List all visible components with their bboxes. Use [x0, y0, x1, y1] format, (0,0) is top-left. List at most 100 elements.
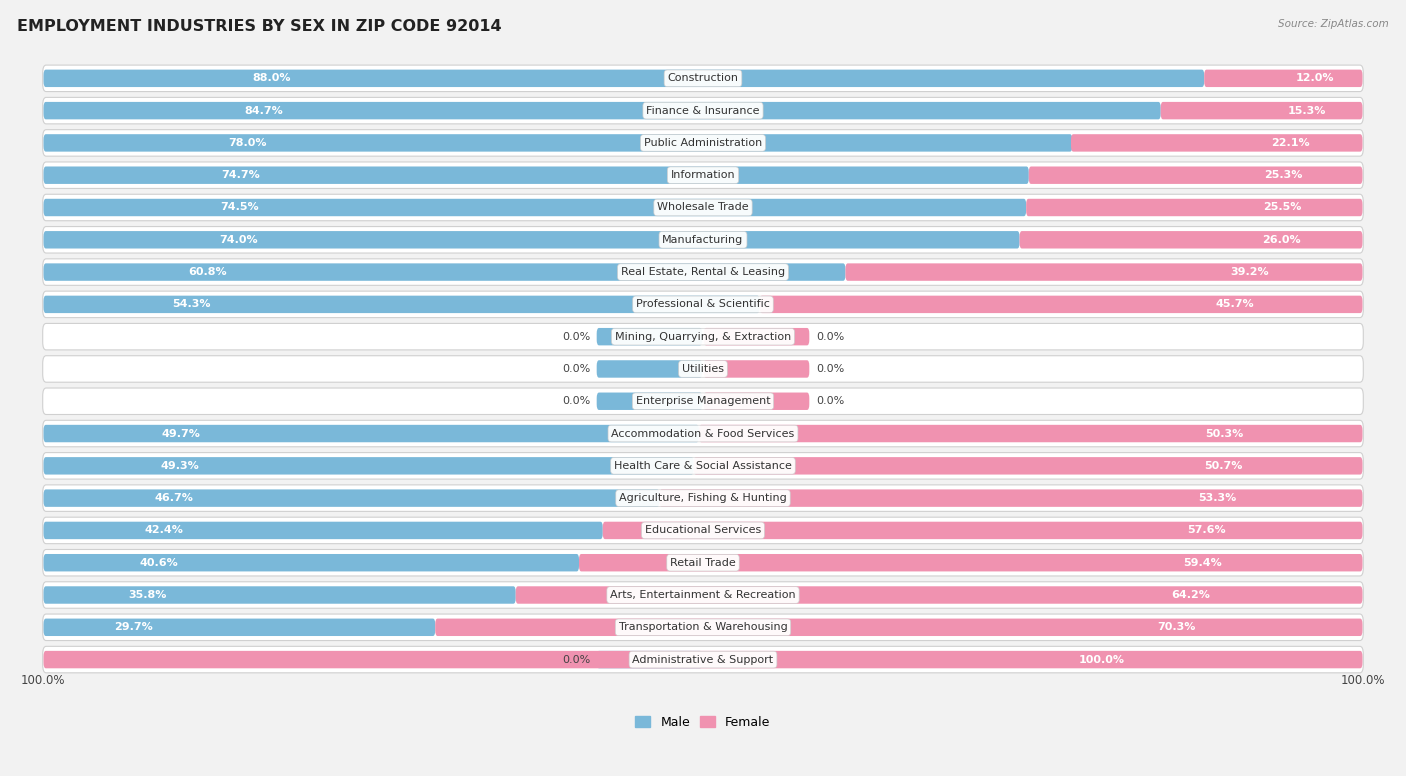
FancyBboxPatch shape	[603, 521, 1362, 539]
FancyBboxPatch shape	[1029, 167, 1362, 184]
FancyBboxPatch shape	[44, 587, 516, 604]
Text: 0.0%: 0.0%	[562, 331, 591, 341]
Text: 74.5%: 74.5%	[221, 203, 259, 213]
Text: Professional & Scientific: Professional & Scientific	[636, 300, 770, 310]
FancyBboxPatch shape	[44, 651, 1362, 668]
FancyBboxPatch shape	[42, 194, 1364, 220]
Text: 59.4%: 59.4%	[1182, 558, 1222, 568]
FancyBboxPatch shape	[596, 651, 702, 668]
Text: 88.0%: 88.0%	[253, 73, 291, 83]
Text: 49.3%: 49.3%	[160, 461, 200, 471]
Text: Arts, Entertainment & Recreation: Arts, Entertainment & Recreation	[610, 590, 796, 600]
FancyBboxPatch shape	[42, 259, 1364, 286]
FancyBboxPatch shape	[1071, 134, 1362, 151]
Text: 45.7%: 45.7%	[1215, 300, 1254, 310]
FancyBboxPatch shape	[42, 485, 1364, 511]
Text: Manufacturing: Manufacturing	[662, 235, 744, 244]
Text: 39.2%: 39.2%	[1230, 267, 1270, 277]
Text: 74.0%: 74.0%	[219, 235, 257, 244]
Text: Agriculture, Fishing & Hunting: Agriculture, Fishing & Hunting	[619, 493, 787, 503]
FancyBboxPatch shape	[42, 324, 1364, 350]
Text: 15.3%: 15.3%	[1288, 106, 1326, 116]
FancyBboxPatch shape	[44, 134, 1073, 151]
FancyBboxPatch shape	[42, 130, 1364, 156]
FancyBboxPatch shape	[436, 618, 1362, 636]
FancyBboxPatch shape	[516, 587, 1362, 604]
FancyBboxPatch shape	[704, 393, 810, 410]
Text: 25.5%: 25.5%	[1264, 203, 1302, 213]
Text: 35.8%: 35.8%	[128, 590, 167, 600]
Text: 60.8%: 60.8%	[188, 267, 226, 277]
Text: 78.0%: 78.0%	[229, 138, 267, 148]
FancyBboxPatch shape	[44, 167, 1029, 184]
Text: Real Estate, Rental & Leasing: Real Estate, Rental & Leasing	[621, 267, 785, 277]
FancyBboxPatch shape	[1204, 70, 1362, 87]
Text: 84.7%: 84.7%	[245, 106, 284, 116]
Text: Enterprise Management: Enterprise Management	[636, 397, 770, 407]
Text: 57.6%: 57.6%	[1187, 525, 1226, 535]
FancyBboxPatch shape	[1161, 102, 1362, 120]
Text: 70.3%: 70.3%	[1157, 622, 1195, 632]
FancyBboxPatch shape	[845, 263, 1362, 281]
Text: Construction: Construction	[668, 73, 738, 83]
Text: 40.6%: 40.6%	[139, 558, 179, 568]
Text: 12.0%: 12.0%	[1295, 73, 1334, 83]
Text: 0.0%: 0.0%	[562, 655, 591, 664]
FancyBboxPatch shape	[42, 355, 1364, 383]
Text: 22.1%: 22.1%	[1271, 138, 1310, 148]
Text: Retail Trade: Retail Trade	[671, 558, 735, 568]
Text: 50.7%: 50.7%	[1204, 461, 1241, 471]
FancyBboxPatch shape	[596, 328, 702, 345]
FancyBboxPatch shape	[759, 296, 1362, 313]
FancyBboxPatch shape	[44, 554, 579, 571]
Legend: Male, Female: Male, Female	[630, 711, 776, 733]
FancyBboxPatch shape	[42, 614, 1364, 640]
FancyBboxPatch shape	[596, 393, 702, 410]
Text: 54.3%: 54.3%	[173, 300, 211, 310]
Text: 50.3%: 50.3%	[1205, 428, 1243, 438]
Text: Source: ZipAtlas.com: Source: ZipAtlas.com	[1278, 19, 1389, 29]
Text: 49.7%: 49.7%	[162, 428, 201, 438]
Text: 25.3%: 25.3%	[1264, 170, 1302, 180]
Text: Administrative & Support: Administrative & Support	[633, 655, 773, 664]
Text: 64.2%: 64.2%	[1171, 590, 1211, 600]
FancyBboxPatch shape	[42, 421, 1364, 447]
Text: 0.0%: 0.0%	[562, 397, 591, 407]
FancyBboxPatch shape	[42, 227, 1364, 253]
FancyBboxPatch shape	[42, 97, 1364, 124]
FancyBboxPatch shape	[1019, 231, 1362, 248]
Text: EMPLOYMENT INDUSTRIES BY SEX IN ZIP CODE 92014: EMPLOYMENT INDUSTRIES BY SEX IN ZIP CODE…	[17, 19, 502, 34]
FancyBboxPatch shape	[42, 291, 1364, 317]
Text: Educational Services: Educational Services	[645, 525, 761, 535]
FancyBboxPatch shape	[44, 296, 759, 313]
FancyBboxPatch shape	[42, 452, 1364, 479]
Text: 100.0%: 100.0%	[1341, 674, 1385, 687]
Text: Utilities: Utilities	[682, 364, 724, 374]
FancyBboxPatch shape	[42, 65, 1364, 92]
FancyBboxPatch shape	[704, 360, 810, 378]
Text: 26.0%: 26.0%	[1263, 235, 1301, 244]
Text: 29.7%: 29.7%	[114, 622, 153, 632]
FancyBboxPatch shape	[42, 549, 1364, 576]
FancyBboxPatch shape	[42, 517, 1364, 544]
FancyBboxPatch shape	[44, 199, 1026, 217]
FancyBboxPatch shape	[579, 554, 1362, 571]
Text: Wholesale Trade: Wholesale Trade	[657, 203, 749, 213]
Text: 100.0%: 100.0%	[21, 674, 65, 687]
FancyBboxPatch shape	[704, 328, 810, 345]
FancyBboxPatch shape	[596, 360, 702, 378]
FancyBboxPatch shape	[44, 231, 1019, 248]
FancyBboxPatch shape	[44, 70, 1204, 87]
FancyBboxPatch shape	[1026, 199, 1362, 217]
Text: Information: Information	[671, 170, 735, 180]
FancyBboxPatch shape	[44, 102, 1161, 120]
Text: 0.0%: 0.0%	[815, 331, 844, 341]
Text: Mining, Quarrying, & Extraction: Mining, Quarrying, & Extraction	[614, 331, 792, 341]
Text: 0.0%: 0.0%	[815, 397, 844, 407]
FancyBboxPatch shape	[44, 263, 845, 281]
Text: 53.3%: 53.3%	[1198, 493, 1236, 503]
Text: Transportation & Warehousing: Transportation & Warehousing	[619, 622, 787, 632]
Text: 0.0%: 0.0%	[815, 364, 844, 374]
Text: 42.4%: 42.4%	[145, 525, 183, 535]
Text: 46.7%: 46.7%	[155, 493, 193, 503]
